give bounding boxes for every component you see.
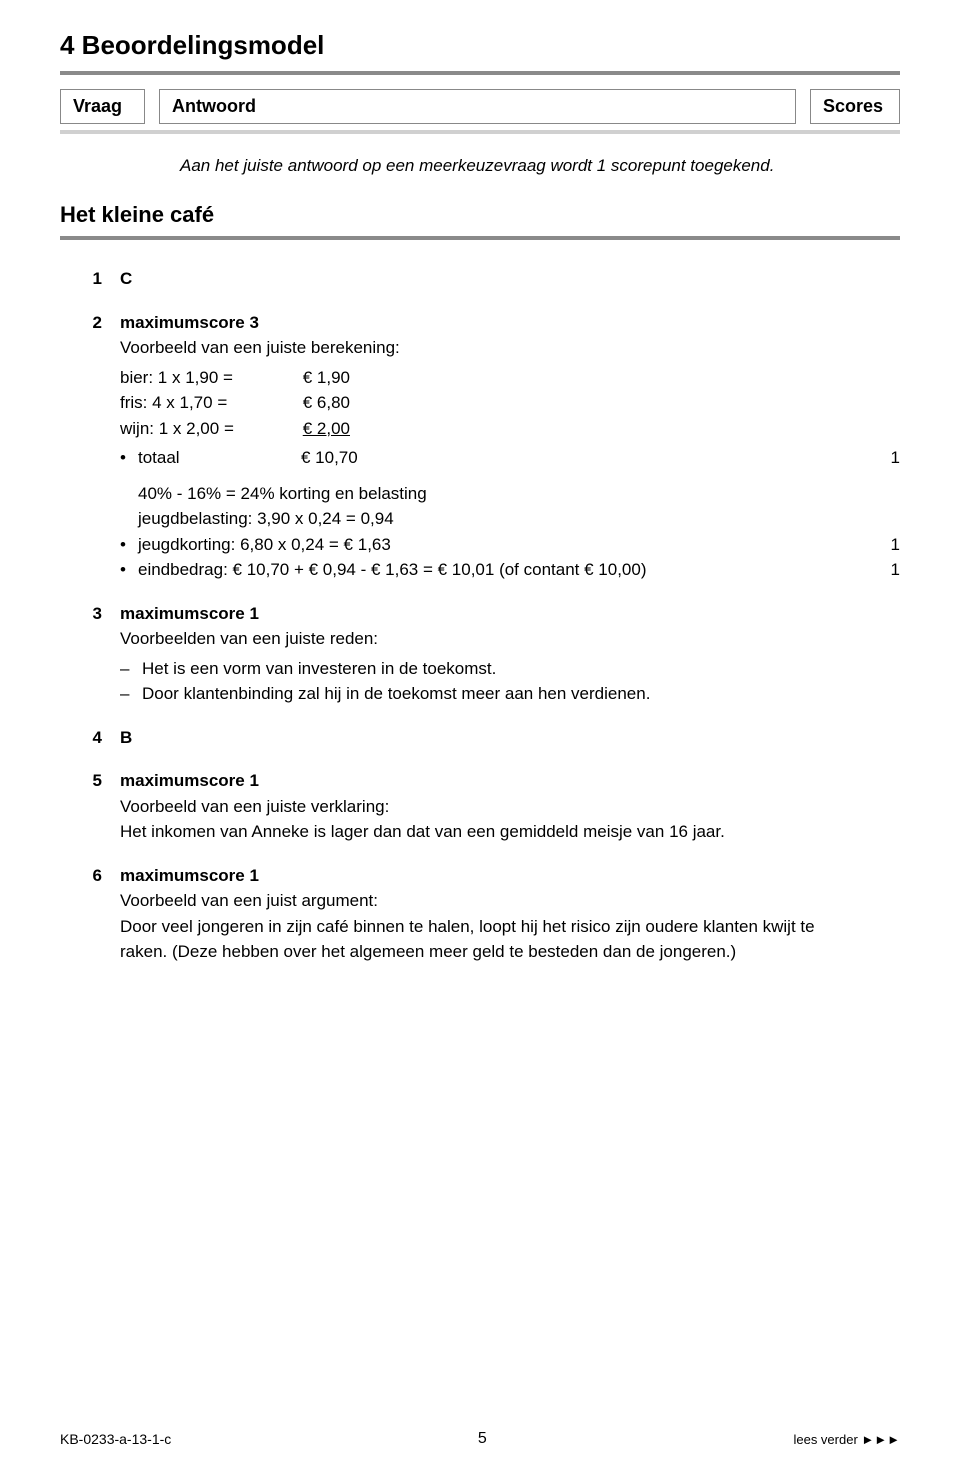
q2-b2-body: • jeugdkorting: 6,80 x 0,24 = € 1,63 xyxy=(120,532,860,558)
q5-label: maximumscore 1 xyxy=(120,768,850,794)
q2-total-row: • totaal € 10,70 1 xyxy=(60,445,900,471)
q2-total-line: • totaal € 10,70 xyxy=(120,445,850,471)
q2-label: maximumscore 3 xyxy=(120,310,850,336)
question-1: 1 C xyxy=(60,266,900,292)
q2-b2-score: 1 xyxy=(860,532,900,558)
q2-calc-r3-label: wijn: 1 x 2,00 = xyxy=(120,416,270,442)
divider-thin xyxy=(60,130,900,134)
q2-b3-body: • eindbedrag: € 10,70 + € 0,94 - € 1,63 … xyxy=(120,557,860,583)
q5-intro: Voorbeeld van een juiste verklaring: xyxy=(120,794,850,820)
q6-label: maximumscore 1 xyxy=(120,863,850,889)
q3-d1: Het is een vorm van investeren in de toe… xyxy=(142,656,850,682)
col-scores: Scores xyxy=(810,89,900,124)
page: 4 Beoordelingsmodel Vraag Antwoord Score… xyxy=(0,0,960,1474)
column-header-row: Vraag Antwoord Scores xyxy=(60,89,900,124)
question-2: 2 maximumscore 3 Voorbeeld van een juist… xyxy=(60,310,900,442)
q2-calc-table: bier: 1 x 1,90 = € 1,90 fris: 4 x 1,70 =… xyxy=(120,365,850,442)
q2-total-body: • totaal € 10,70 xyxy=(120,445,860,471)
q3-body: maximumscore 1 Voorbeelden van een juist… xyxy=(120,601,860,707)
question-4: 4 B xyxy=(60,725,900,751)
q2-calc-r2: fris: 4 x 1,70 = € 6,80 xyxy=(120,390,850,416)
page-footer: KB-0233-a-13-1-c 5 lees verder ►►► xyxy=(60,1430,900,1448)
q2-intro: Voorbeeld van een juiste berekening: xyxy=(120,335,850,361)
col-vraag: Vraag xyxy=(60,89,145,124)
q6-text: Door veel jongeren in zijn café binnen t… xyxy=(120,914,850,965)
q2-b2-row: • jeugdkorting: 6,80 x 0,24 = € 1,63 1 xyxy=(60,532,900,558)
q2-b2-line: • jeugdkorting: 6,80 x 0,24 = € 1,63 xyxy=(120,532,850,558)
q2-b3-row: • eindbedrag: € 10,70 + € 0,94 - € 1,63 … xyxy=(60,557,900,583)
bullet-icon: • xyxy=(120,445,138,471)
q3-dash-block: – Het is een vorm van investeren in de t… xyxy=(120,656,850,707)
q2-calc-r3: wijn: 1 x 2,00 = € 2,00 xyxy=(120,416,850,442)
footer-left: KB-0233-a-13-1-c xyxy=(60,1431,171,1447)
q2-total-label: totaal xyxy=(138,445,273,471)
q2-calc-r3-val: € 2,00 xyxy=(270,416,350,442)
q6-intro: Voorbeeld van een juist argument: xyxy=(120,888,850,914)
q2-b3-score: 1 xyxy=(860,557,900,583)
q2-body: maximumscore 3 Voorbeeld van een juiste … xyxy=(120,310,860,442)
q3-intro: Voorbeelden van een juiste reden: xyxy=(120,626,850,652)
question-6: 6 maximumscore 1 Voorbeeld van een juist… xyxy=(60,863,900,965)
q2-sub2: jeugdbelasting: 3,90 x 0,24 = 0,94 xyxy=(120,506,850,532)
q5-body: maximumscore 1 Voorbeeld van een juiste … xyxy=(120,768,860,845)
dash-icon: – xyxy=(120,681,142,707)
q2-b3-text: eindbedrag: € 10,70 + € 0,94 - € 1,63 = … xyxy=(138,557,850,583)
q2-sub-block: 40% - 16% = 24% korting en belasting jeu… xyxy=(60,481,900,532)
q2-b2-text: jeugdkorting: 6,80 x 0,24 = € 1,63 xyxy=(138,532,850,558)
q2-b3-line: • eindbedrag: € 10,70 + € 0,94 - € 1,63 … xyxy=(120,557,850,583)
q3-d1-line: – Het is een vorm van investeren in de t… xyxy=(120,656,850,682)
q1-answer: C xyxy=(120,266,860,292)
bullet-icon: • xyxy=(120,532,138,558)
q6-number: 6 xyxy=(60,863,120,889)
q5-number: 5 xyxy=(60,768,120,794)
q3-number: 3 xyxy=(60,601,120,627)
section-heading: Het kleine café xyxy=(60,202,900,228)
q2-calc-r1-val: € 1,90 xyxy=(270,365,350,391)
q2-sub1: 40% - 16% = 24% korting en belasting xyxy=(120,481,850,507)
col-antwoord: Antwoord xyxy=(159,89,796,124)
q5-text: Het inkomen van Anneke is lager dan dat … xyxy=(120,819,850,845)
q2-total-text: totaal € 10,70 xyxy=(138,445,850,471)
section-divider xyxy=(60,236,900,240)
q2-sub-body: 40% - 16% = 24% korting en belasting jeu… xyxy=(120,481,860,532)
q4-number: 4 xyxy=(60,725,120,751)
bullet-icon: • xyxy=(120,557,138,583)
footer-page-number: 5 xyxy=(478,1430,487,1448)
q3-d2-line: – Door klantenbinding zal hij in de toek… xyxy=(120,681,850,707)
q2-calc-r2-val: € 6,80 xyxy=(270,390,350,416)
q1-number: 1 xyxy=(60,266,120,292)
question-3: 3 maximumscore 1 Voorbeelden van een jui… xyxy=(60,601,900,707)
q2-calc-r1-label: bier: 1 x 1,90 = xyxy=(120,365,270,391)
divider-thick xyxy=(60,71,900,75)
q2-number: 2 xyxy=(60,310,120,336)
q2-calc-r1: bier: 1 x 1,90 = € 1,90 xyxy=(120,365,850,391)
q4-answer: B xyxy=(120,725,860,751)
q6-body: maximumscore 1 Voorbeeld van een juist a… xyxy=(120,863,860,965)
q2-total-val: € 10,70 xyxy=(278,445,358,471)
q3-d2: Door klantenbinding zal hij in de toekom… xyxy=(142,681,850,707)
main-heading: 4 Beoordelingsmodel xyxy=(60,30,900,61)
question-5: 5 maximumscore 1 Voorbeeld van een juist… xyxy=(60,768,900,845)
intro-text: Aan het juiste antwoord op een meerkeuze… xyxy=(180,156,900,176)
q2-total-score: 1 xyxy=(860,445,900,471)
q2-calc-r2-label: fris: 4 x 1,70 = xyxy=(120,390,270,416)
footer-right: lees verder ►►► xyxy=(793,1432,900,1447)
q3-label: maximumscore 1 xyxy=(120,601,850,627)
dash-icon: – xyxy=(120,656,142,682)
